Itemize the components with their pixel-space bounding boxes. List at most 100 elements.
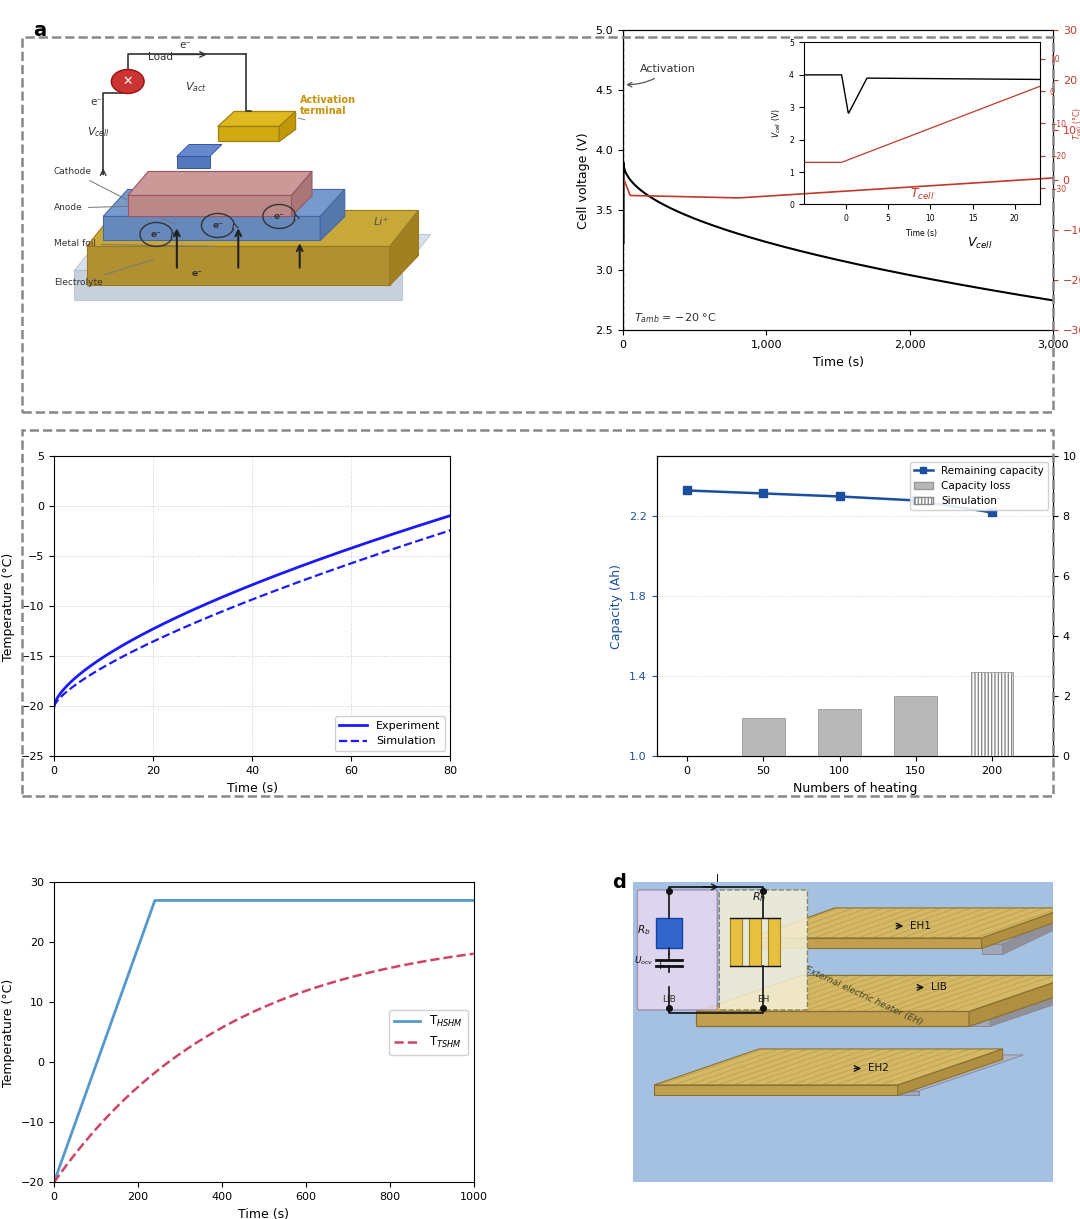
- Experiment: [444, 508, 457, 523]
- X-axis label: Time (s): Time (s): [239, 1208, 289, 1219]
- Y-axis label: Cell voltage (V): Cell voltage (V): [577, 132, 590, 229]
- Text: e⁻: e⁻: [151, 230, 162, 239]
- Text: +: +: [656, 962, 665, 972]
- Text: e⁻: e⁻: [179, 40, 191, 50]
- Simulation: [444, 523, 457, 538]
- Bar: [819, 709, 861, 757]
- FancyBboxPatch shape: [629, 879, 1057, 1185]
- Text: $V_{act}$: $V_{act}$: [185, 80, 207, 94]
- Text: $R_b$: $R_b$: [637, 924, 650, 937]
- Text: EH: EH: [757, 996, 770, 1004]
- Bar: [768, 918, 780, 967]
- Polygon shape: [104, 189, 345, 217]
- Polygon shape: [218, 127, 280, 141]
- FancyBboxPatch shape: [637, 890, 717, 1009]
- T$_{HSHM}$: [382, 894, 395, 908]
- Text: Metal foil: Metal foil: [54, 239, 215, 249]
- Text: e⁻: e⁻: [91, 98, 103, 107]
- Text: a: a: [33, 22, 46, 40]
- Polygon shape: [969, 981, 1080, 1018]
- Line: T$_{TSHM}$: T$_{TSHM}$: [54, 953, 474, 1182]
- Line: T$_{HSHM}$: T$_{HSHM}$: [54, 901, 474, 1182]
- Simulation: [373, 546, 386, 561]
- T$_{TSHM}$: [232, 1012, 245, 1026]
- Text: e⁻: e⁻: [213, 221, 224, 230]
- Simulation: [283, 578, 296, 592]
- Text: $R_h$: $R_h$: [752, 890, 766, 904]
- T$_{HSHM}$: [218, 894, 231, 908]
- Text: LIB: LIB: [662, 996, 676, 1004]
- Polygon shape: [127, 195, 292, 217]
- Polygon shape: [969, 975, 1074, 1026]
- Text: ✕: ✕: [122, 76, 133, 88]
- Text: EH1: EH1: [910, 920, 931, 931]
- Text: Load: Load: [148, 52, 173, 62]
- Text: Activation: Activation: [627, 65, 697, 87]
- Polygon shape: [177, 156, 210, 168]
- Text: EH2: EH2: [868, 1063, 889, 1074]
- Polygon shape: [654, 1085, 897, 1096]
- Simulation: [235, 596, 248, 611]
- Text: LIB: LIB: [931, 983, 947, 992]
- T$_{TSHM}$: [382, 961, 395, 975]
- Simulation: [48, 700, 60, 714]
- Polygon shape: [127, 172, 312, 195]
- Bar: [748, 918, 761, 967]
- Experiment: [235, 581, 248, 596]
- T$_{TSHM}$: [91, 1120, 104, 1135]
- Polygon shape: [390, 211, 418, 285]
- T$_{TSHM}$: [375, 963, 388, 978]
- Text: $U_{ocv}$: $U_{ocv}$: [634, 954, 653, 967]
- T$_{TSHM}$: [336, 973, 349, 987]
- Polygon shape: [654, 1048, 1002, 1085]
- Polygon shape: [86, 211, 418, 246]
- X-axis label: Time (s): Time (s): [812, 356, 864, 368]
- Polygon shape: [751, 937, 982, 948]
- T$_{TSHM}$: [48, 1175, 60, 1190]
- Experiment: [239, 580, 252, 595]
- Bar: [894, 696, 937, 757]
- Experiment: [373, 531, 386, 546]
- Circle shape: [111, 69, 144, 94]
- Text: $T_{cell}$: $T_{cell}$: [909, 187, 934, 202]
- Text: $V_{cell}$: $V_{cell}$: [967, 235, 993, 251]
- Simulation: [434, 527, 447, 541]
- Polygon shape: [990, 981, 1080, 1026]
- T$_{TSHM}$: [468, 946, 481, 961]
- Text: e⁻: e⁻: [192, 269, 203, 278]
- Legend: T$_{HSHM}$, T$_{TSHM}$: T$_{HSHM}$, T$_{TSHM}$: [389, 1009, 468, 1056]
- Text: d: d: [612, 874, 626, 892]
- Text: External electric heater (EH): External electric heater (EH): [804, 965, 924, 1028]
- Bar: [657, 918, 681, 948]
- Text: $V_{cell}$: $V_{cell}$: [86, 126, 110, 139]
- Polygon shape: [897, 1048, 1002, 1096]
- T$_{HSHM}$: [91, 1056, 104, 1070]
- Experiment: [283, 563, 296, 578]
- Text: Li⁺: Li⁺: [374, 217, 389, 228]
- Simulation: [239, 595, 252, 610]
- Polygon shape: [75, 271, 402, 300]
- Polygon shape: [280, 111, 296, 141]
- Experiment: [48, 700, 60, 714]
- Bar: [971, 675, 1013, 757]
- Polygon shape: [751, 908, 1066, 937]
- Text: Anode: Anode: [54, 204, 194, 212]
- Polygon shape: [75, 234, 431, 271]
- X-axis label: Time (s): Time (s): [227, 781, 278, 795]
- T$_{HSHM}$: [48, 1175, 60, 1190]
- Text: Cathode: Cathode: [54, 167, 174, 224]
- Legend: Experiment, Simulation: Experiment, Simulation: [335, 717, 445, 751]
- Polygon shape: [697, 1012, 969, 1026]
- Polygon shape: [697, 975, 1074, 1012]
- Polygon shape: [897, 1091, 919, 1096]
- Bar: [730, 918, 742, 967]
- Text: $T_{amb}$ = −20 °C: $T_{amb}$ = −20 °C: [634, 311, 717, 324]
- T$_{HSHM}$: [148, 894, 161, 908]
- T$_{HSHM}$: [336, 894, 349, 908]
- Polygon shape: [320, 189, 345, 240]
- FancyBboxPatch shape: [719, 890, 808, 1009]
- Bar: [971, 672, 1013, 757]
- Polygon shape: [86, 246, 390, 285]
- Polygon shape: [982, 914, 1066, 944]
- Polygon shape: [177, 145, 221, 156]
